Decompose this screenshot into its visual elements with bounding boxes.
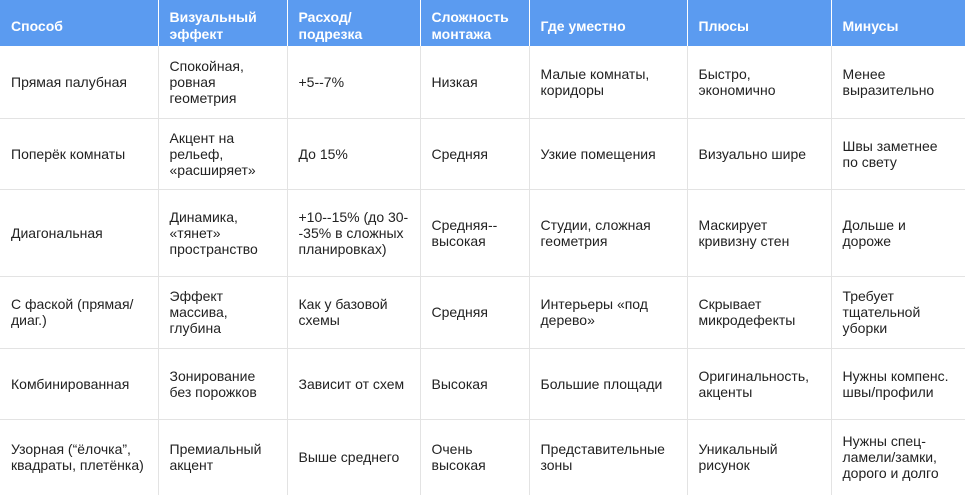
cell-where-appropriate: Представительные зоны bbox=[529, 419, 688, 495]
header-consumption: Расход/ подрезка bbox=[287, 0, 421, 46]
cell-pros: Оригинальность, акценты bbox=[687, 348, 832, 420]
table-row: Прямая палубная Спокойная, ровная геомет… bbox=[0, 46, 965, 119]
cell-consumption: +5--7% bbox=[287, 46, 421, 119]
cell-complexity: Средняя bbox=[420, 276, 530, 349]
header-method: Способ bbox=[0, 0, 159, 46]
header-cons: Минусы bbox=[831, 0, 965, 46]
cell-consumption: Зависит от схем bbox=[287, 348, 421, 420]
header-where-appropriate: Где уместно bbox=[529, 0, 688, 46]
cell-pros: Визуально шире bbox=[687, 118, 832, 190]
cell-cons: Нужны компенс. швы/профили bbox=[831, 348, 965, 420]
cell-cons: Дольше и дороже bbox=[831, 189, 965, 277]
cell-complexity: Высокая bbox=[420, 348, 530, 420]
table-row: Узорная (“ёлочка”, квадраты, плетёнка) П… bbox=[0, 419, 965, 495]
cell-where-appropriate: Студии, сложная геометрия bbox=[529, 189, 688, 277]
header-complexity: Сложность монтажа bbox=[420, 0, 530, 46]
header-visual-effect: Визуальный эффект bbox=[158, 0, 288, 46]
header-pros: Плюсы bbox=[687, 0, 832, 46]
cell-method: Поперёк комнаты bbox=[0, 118, 159, 190]
cell-visual-effect: Зонирование без порожков bbox=[158, 348, 288, 420]
cell-consumption: +10--15% (до 30--35% в сложных планировк… bbox=[287, 189, 421, 277]
table-row: Диагональная Динамика, «тянет» пространс… bbox=[0, 189, 965, 277]
cell-visual-effect: Динамика, «тянет» пространство bbox=[158, 189, 288, 277]
cell-visual-effect: Акцент на рельеф, «расширяет» bbox=[158, 118, 288, 190]
cell-cons: Нужны спец-ламели/замки, дорого и долго bbox=[831, 419, 965, 495]
cell-consumption: До 15% bbox=[287, 118, 421, 190]
cell-complexity: Очень высокая bbox=[420, 419, 530, 495]
table-row: Поперёк комнаты Акцент на рельеф, «расши… bbox=[0, 118, 965, 190]
table-body: Прямая палубная Спокойная, ровная геомет… bbox=[0, 46, 965, 495]
cell-pros: Скрывает микродефекты bbox=[687, 276, 832, 349]
header-row: Способ Визуальный эффект Расход/ подрезк… bbox=[0, 0, 965, 46]
cell-method: Комбинированная bbox=[0, 348, 159, 420]
cell-visual-effect: Эффект массива, глубина bbox=[158, 276, 288, 349]
cell-method: Узорная (“ёлочка”, квадраты, плетёнка) bbox=[0, 419, 159, 495]
cell-cons: Швы заметнее по свету bbox=[831, 118, 965, 190]
cell-pros: Уникальный рисунок bbox=[687, 419, 832, 495]
cell-pros: Маскирует кривизну стен bbox=[687, 189, 832, 277]
cell-consumption: Как у базовой схемы bbox=[287, 276, 421, 349]
cell-method: Прямая палубная bbox=[0, 46, 159, 119]
table-header: Способ Визуальный эффект Расход/ подрезк… bbox=[0, 0, 965, 46]
cell-complexity: Средняя bbox=[420, 118, 530, 190]
cell-cons: Менее выразительно bbox=[831, 46, 965, 119]
cell-where-appropriate: Малые комнаты, коридоры bbox=[529, 46, 688, 119]
cell-where-appropriate: Большие площади bbox=[529, 348, 688, 420]
cell-cons: Требует тщательной уборки bbox=[831, 276, 965, 349]
cell-where-appropriate: Узкие помещения bbox=[529, 118, 688, 190]
cell-method: Диагональная bbox=[0, 189, 159, 277]
cell-pros: Быстро, экономично bbox=[687, 46, 832, 119]
table-row: Комбинированная Зонирование без порожков… bbox=[0, 348, 965, 420]
cell-where-appropriate: Интерьеры «под дерево» bbox=[529, 276, 688, 349]
cell-method: С фаской (прямая/диаг.) bbox=[0, 276, 159, 349]
cell-consumption: Выше среднего bbox=[287, 419, 421, 495]
table-row: С фаской (прямая/диаг.) Эффект массива, … bbox=[0, 276, 965, 349]
cell-visual-effect: Спокойная, ровная геометрия bbox=[158, 46, 288, 119]
cell-complexity: Средняя--высокая bbox=[420, 189, 530, 277]
cell-visual-effect: Премиальный акцент bbox=[158, 419, 288, 495]
cell-complexity: Низкая bbox=[420, 46, 530, 119]
